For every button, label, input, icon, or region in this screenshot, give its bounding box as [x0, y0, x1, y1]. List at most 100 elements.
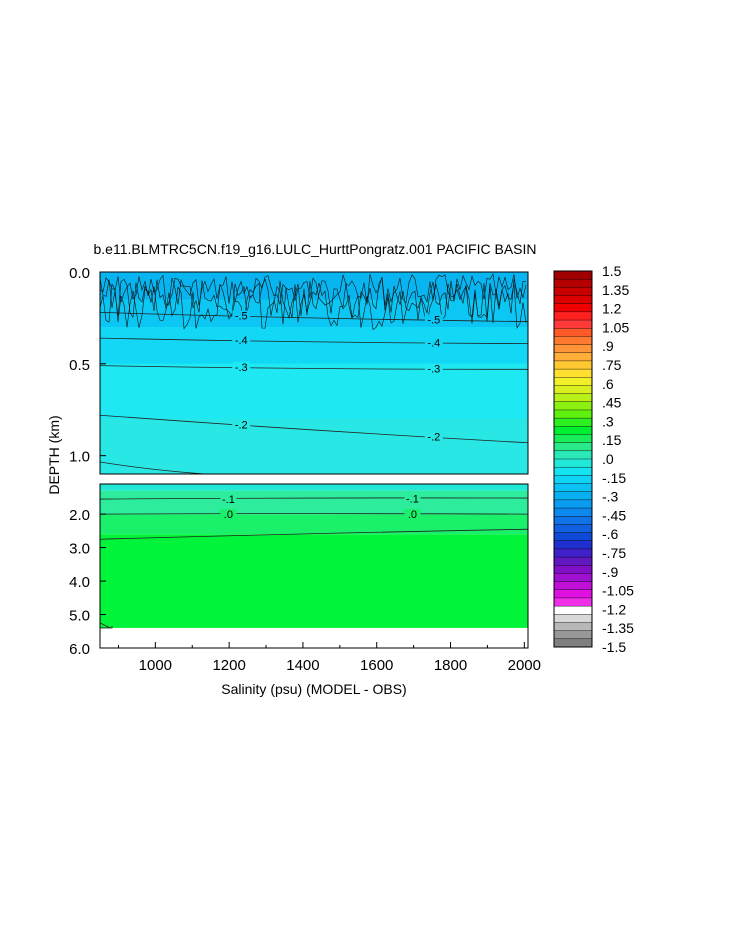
upper-contour-label-3-1: -.2 — [427, 432, 440, 444]
upper-contour-label-bg-2-0 — [232, 361, 251, 374]
colorbar-swatch-12 — [553, 368, 593, 378]
lower-contour-label-1-0: .0 — [224, 509, 233, 521]
colorbar-swatch-37 — [553, 573, 593, 583]
colorbar-swatch-18 — [553, 417, 593, 427]
upper-contour-label-bg-3-0 — [232, 419, 251, 432]
upper-y-tick-label-1: 0.5 — [69, 357, 90, 374]
lower-panel: -.1 -.1 .0 .0 2.0 3.0 4.0 5.0 6.0 1000 1200 1400 160… — [69, 483, 541, 674]
x-tick-label-4: 1800 — [434, 657, 467, 674]
colorbar-swatch-25 — [553, 475, 593, 485]
colorbar-swatch-9 — [553, 344, 593, 354]
colorbar-swatch-20 — [553, 434, 593, 444]
lower-y-tick-label-1: 3.0 — [69, 541, 90, 558]
colorbar-swatch-43 — [553, 622, 593, 632]
colorbar-label-3: 1.05 — [602, 319, 629, 335]
lower-band-1 — [100, 490, 528, 515]
colorbar-label-19: -1.35 — [602, 620, 634, 636]
lower-contour-label-1-1: .0 — [408, 509, 417, 521]
upper-contour-label-2-0: -.3 — [235, 362, 248, 374]
lower-contour-label-bg-0-0 — [220, 493, 237, 506]
colorbar-swatch-7 — [553, 328, 593, 337]
lower-contour-line-0 — [99, 497, 529, 500]
lower-y-tick-label-2: 4.0 — [69, 574, 90, 591]
x-tick-label-2: 1400 — [286, 657, 319, 674]
upper-contour-label-0-0: -.5 — [235, 310, 248, 322]
colorbar-swatch-2 — [553, 287, 593, 297]
upper-contour-label-bg-0-0 — [232, 310, 251, 323]
colorbar-label-16: -.9 — [602, 564, 619, 580]
upper-contour-line-1 — [99, 337, 529, 345]
upper-contour-label-3-0: -.2 — [235, 419, 248, 431]
lower-contour-line-2 — [99, 528, 529, 540]
colorbar-swatch-22 — [553, 450, 593, 460]
colorbar-swatch-33 — [553, 540, 593, 550]
surface-noise-contour-1 — [99, 277, 527, 320]
surface-noise-contour-2 — [99, 282, 527, 331]
colorbar-swatch-21 — [553, 442, 593, 452]
colorbar-swatch-38 — [553, 581, 593, 591]
lower-contour-label-0-0: -.1 — [222, 494, 235, 506]
colorbar-label-7: .45 — [602, 395, 622, 411]
x-tick-label-3: 1600 — [360, 657, 393, 674]
lower-contour-label-bg-0-1 — [404, 493, 421, 506]
colorbar-swatch-26 — [553, 483, 593, 493]
upper-contour-label-bg-0-1 — [424, 314, 443, 327]
colorbar-swatch-3 — [553, 295, 593, 305]
colorbar-label-13: -.45 — [602, 507, 626, 523]
x-tick-label-1: 1200 — [212, 657, 245, 674]
lower-topography-slope — [99, 622, 111, 629]
upper-contour-label-bg-1-0 — [232, 334, 251, 347]
lower-y-tick-label-0: 2.0 — [69, 507, 90, 524]
colorbar-swatch-0 — [553, 270, 593, 280]
colorbar-swatch-10 — [553, 352, 593, 362]
upper-y-tick-label-0: 0.0 — [69, 265, 90, 282]
x-axis-label: Salinity (psu) (MODEL - OBS) — [221, 681, 406, 697]
colorbar-swatch-41 — [553, 605, 593, 615]
colorbar-label-2: 1.2 — [602, 301, 622, 317]
colorbar-label-10: .0 — [602, 451, 614, 467]
colorbar-swatch-5 — [553, 311, 593, 321]
x-tick-label-0: 1000 — [139, 657, 172, 674]
colorbar-swatch-40 — [553, 597, 593, 607]
colorbar-swatch-14 — [553, 385, 593, 395]
colorbar-label-14: -.6 — [602, 526, 619, 542]
upper-band-4 — [100, 418, 528, 474]
lower-y-tick-label-4: 6.0 — [69, 641, 90, 658]
colorbar-swatch-31 — [553, 524, 593, 534]
colorbar-swatch-17 — [553, 409, 593, 419]
lower-band-2 — [100, 514, 528, 535]
colorbar-swatch-11 — [553, 360, 593, 370]
colorbar-label-8: .3 — [602, 413, 614, 429]
upper-contour-label-0-1: -.5 — [427, 315, 440, 327]
upper-bottom-contour — [99, 461, 206, 475]
colorbar-swatch-19 — [553, 426, 593, 435]
colorbar-swatch-6 — [553, 319, 593, 329]
upper-contour-label-1-1: -.4 — [427, 337, 440, 349]
lower-contour-label-bg-1-1 — [404, 509, 421, 522]
colorbar-swatch-16 — [553, 401, 593, 411]
colorbar-swatch-28 — [553, 499, 593, 509]
x-tick-label-5: 2000 — [508, 657, 541, 674]
colorbar-label-11: -.15 — [602, 470, 626, 486]
colorbar-label-12: -.3 — [602, 489, 619, 505]
upper-band-1 — [100, 299, 528, 328]
upper-contour-label-2-1: -.3 — [427, 364, 440, 376]
upper-contour-label-bg-1-1 — [424, 337, 443, 350]
colorbar-swatch-30 — [553, 516, 593, 525]
colorbar: 1.5 1.35 1.2 1.05 .9 .75 .6 .45 .3 .15 .0 -.15 -.3 -.… — [553, 263, 634, 655]
colorbar-swatch-39 — [553, 589, 593, 599]
upper-band-2 — [100, 327, 528, 364]
colorbar-swatch-8 — [553, 336, 593, 346]
y-axis-label: DEPTH (km) — [46, 415, 62, 494]
upper-contour-line-3 — [99, 414, 529, 444]
lower-panel-frame — [99, 483, 529, 649]
colorbar-swatch-45 — [553, 638, 593, 648]
colorbar-swatch-29 — [553, 507, 593, 517]
lower-band-3 — [100, 534, 528, 628]
colorbar-swatch-27 — [553, 491, 593, 501]
colorbar-swatch-1 — [553, 278, 593, 288]
colorbar-label-4: .9 — [602, 338, 614, 354]
colorbar-swatch-42 — [553, 614, 593, 623]
